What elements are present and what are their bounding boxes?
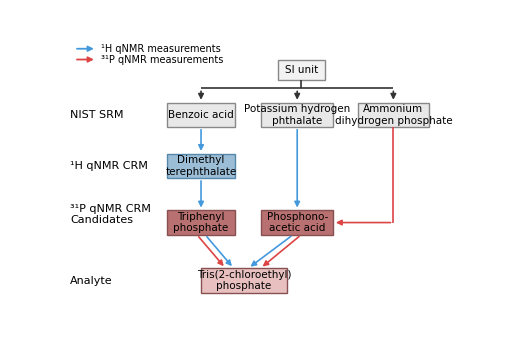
Text: Tris(2-chloroethyl)
phosphate: Tris(2-chloroethyl) phosphate: [197, 270, 291, 291]
Bar: [278, 60, 325, 80]
Text: SI unit: SI unit: [285, 65, 318, 75]
Text: ³¹P qNMR measurements: ³¹P qNMR measurements: [101, 55, 223, 64]
Text: Analyte: Analyte: [70, 275, 112, 286]
Text: Dimethyl
terephthalate: Dimethyl terephthalate: [165, 155, 237, 177]
Text: Benzoic acid: Benzoic acid: [168, 110, 234, 120]
Text: NIST SRM: NIST SRM: [70, 110, 124, 120]
Bar: [167, 154, 235, 178]
Text: ¹H qNMR CRM: ¹H qNMR CRM: [70, 161, 148, 171]
Text: Phosphono-
acetic acid: Phosphono- acetic acid: [267, 212, 328, 233]
Text: Potassium hydrogen
phthalate: Potassium hydrogen phthalate: [244, 104, 350, 126]
Bar: [167, 103, 235, 127]
Bar: [357, 103, 429, 127]
Bar: [261, 103, 333, 127]
Bar: [261, 210, 333, 235]
Bar: [167, 210, 235, 235]
Text: ³¹P qNMR CRM
Candidates: ³¹P qNMR CRM Candidates: [70, 204, 151, 225]
Text: Triphenyl
phosphate: Triphenyl phosphate: [173, 212, 229, 233]
Text: Ammonium
dihydrogen phosphate: Ammonium dihydrogen phosphate: [335, 104, 452, 126]
Text: ¹H qNMR measurements: ¹H qNMR measurements: [101, 44, 221, 54]
Bar: [201, 268, 287, 293]
